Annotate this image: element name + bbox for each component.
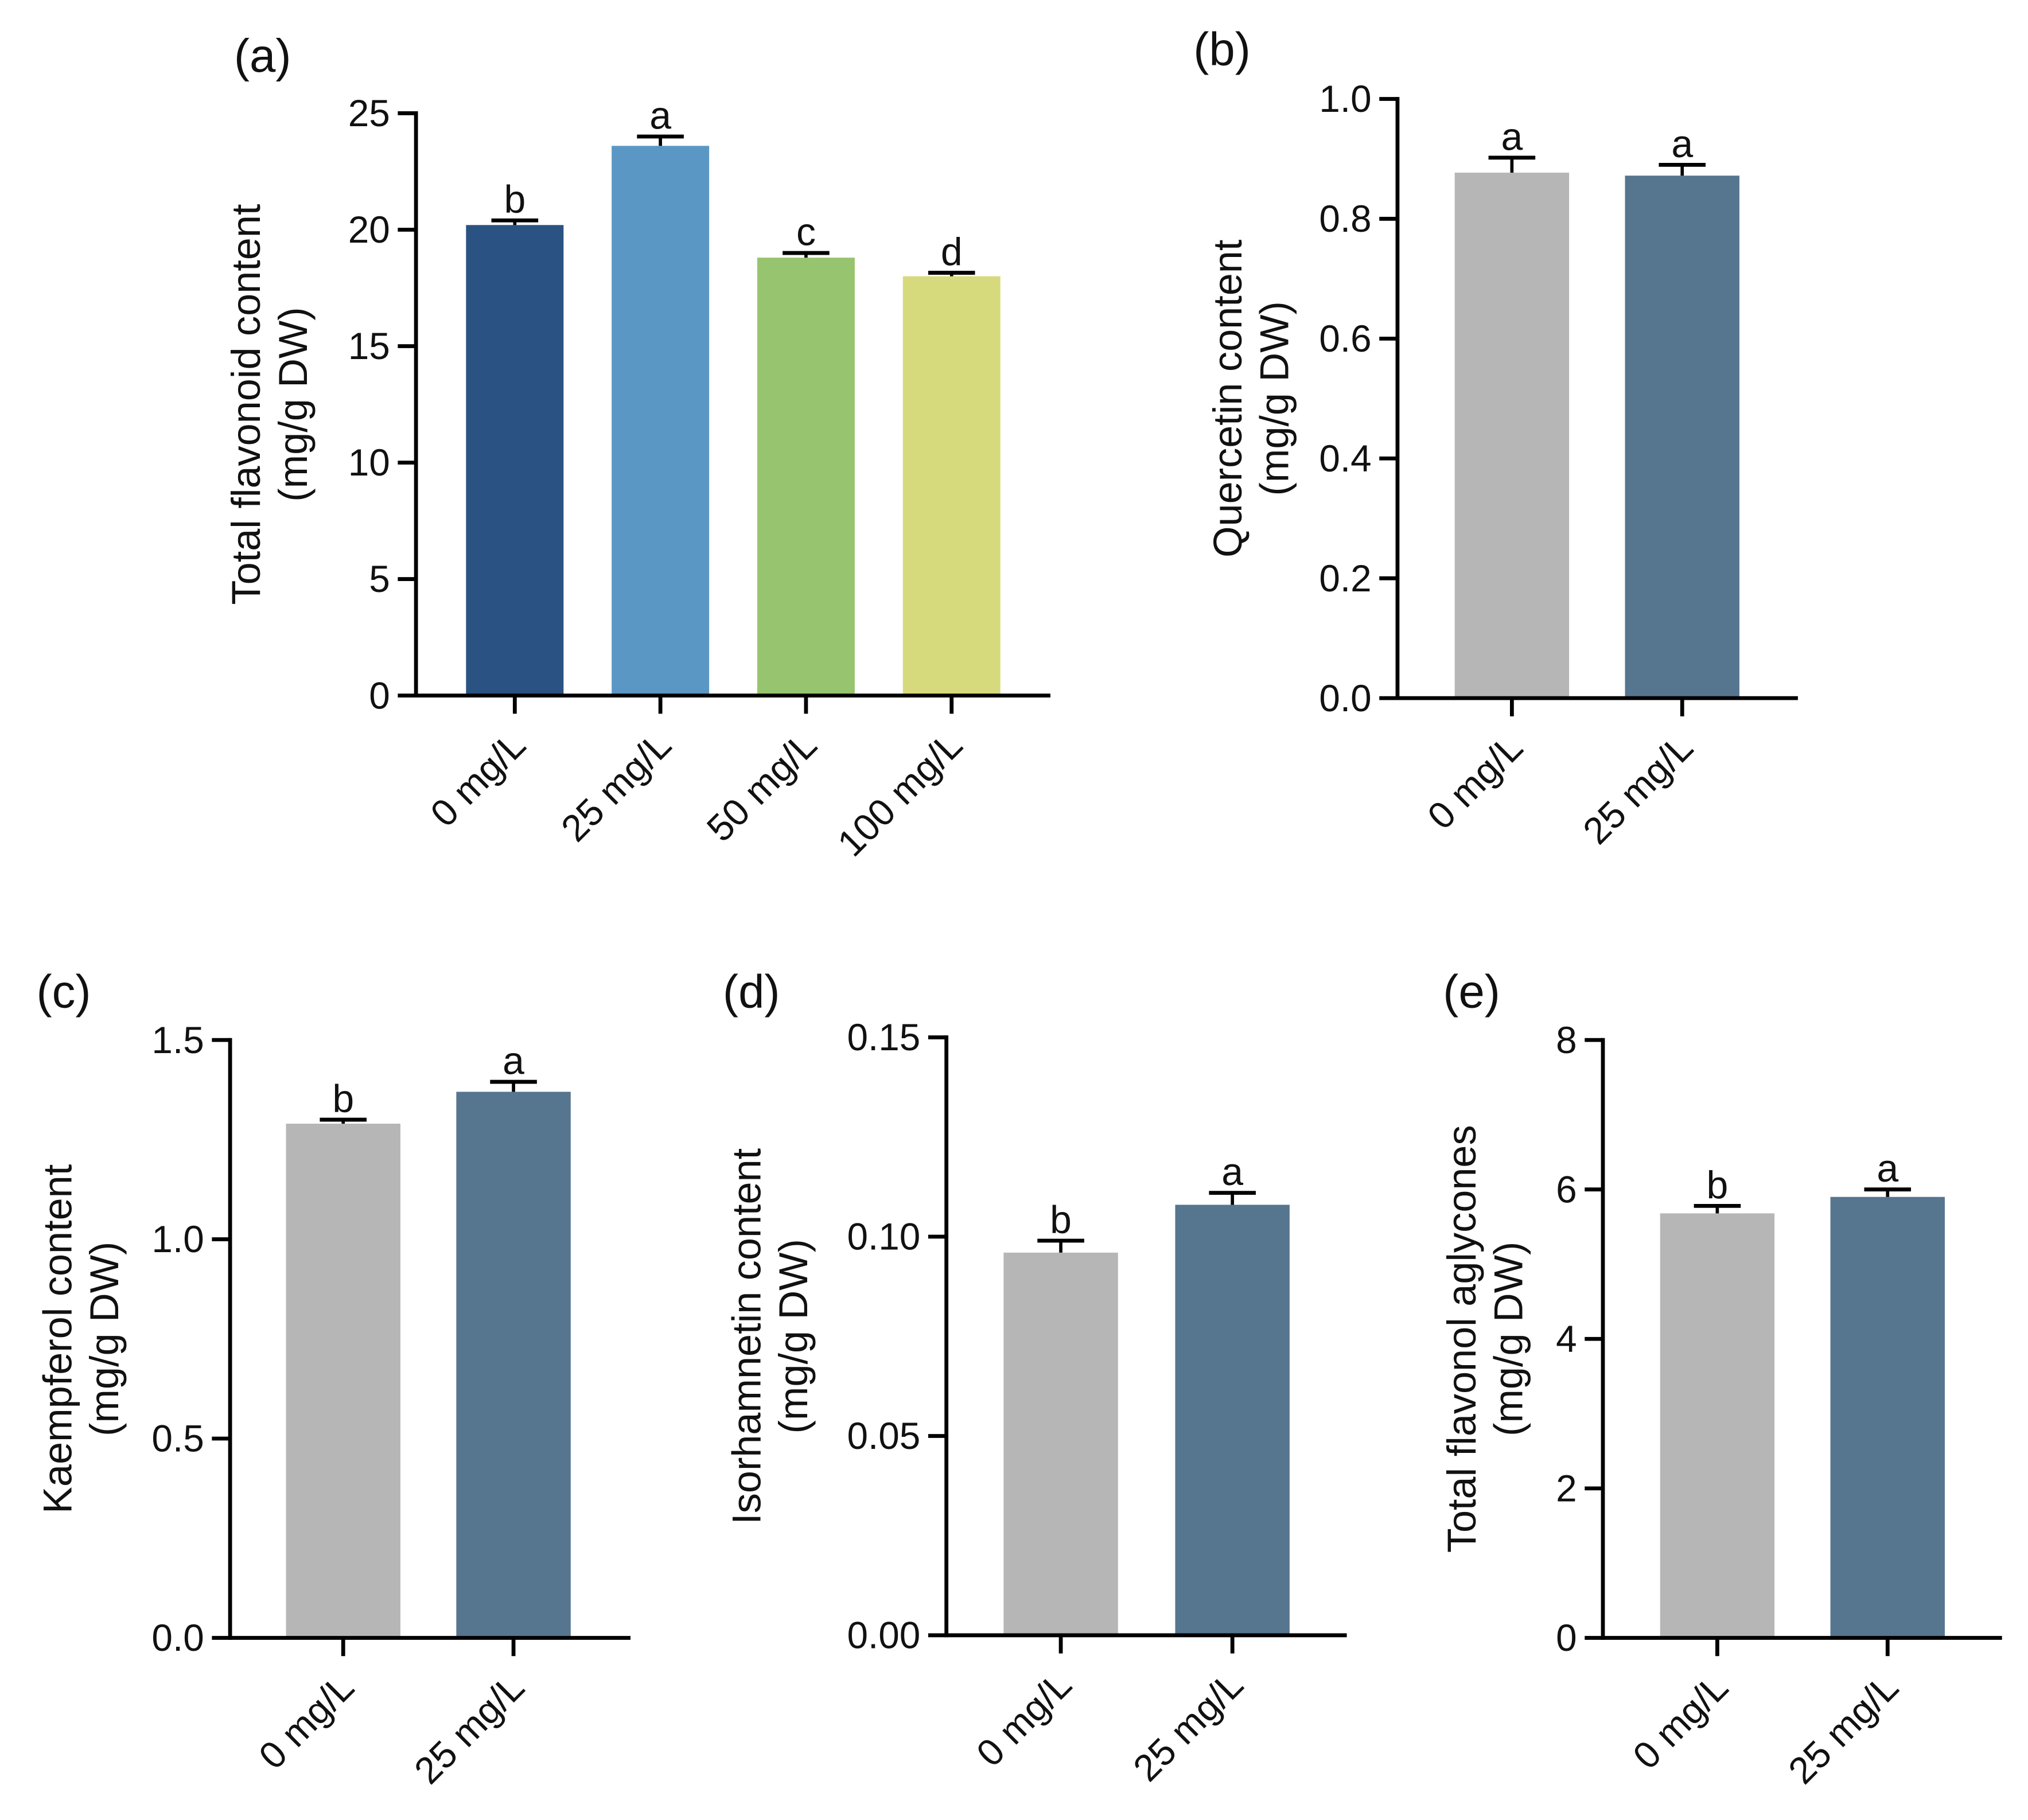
y-tick-label: 0.5 (151, 1418, 204, 1460)
y-axis-label-line: Isorhamnetin content (724, 1148, 769, 1525)
y-axis-label-line: Total flavonoid content (223, 204, 268, 605)
significance-letter: a (1221, 1150, 1243, 1194)
y-tick-label: 0.4 (1319, 438, 1371, 480)
bar (456, 1092, 571, 1638)
x-tick-label: 0 mg/L (422, 724, 534, 835)
y-tick-label: 6 (1556, 1168, 1577, 1210)
x-tick-label: 25 mg/L (1780, 1666, 1906, 1791)
y-tick-label: 1.0 (151, 1218, 204, 1260)
y-tick-label: 5 (369, 558, 390, 600)
bar (1830, 1197, 1945, 1638)
chart-panel-c: (c) b 0 mg/L a 25 mg/L 0.0 0.5 1.0 1.5 Kaempferol… (35, 965, 631, 1792)
x-tick-label: 0 mg/L (251, 1666, 362, 1777)
y-tick-label: 0.0 (151, 1617, 204, 1659)
panel-label: (a) (234, 30, 291, 82)
y-tick-label: 4 (1556, 1318, 1577, 1360)
y-axis-label-line: (mg/g DW) (770, 1239, 816, 1433)
y-axis-label: Total flavonol aglycones(mg/g DW) (1439, 1125, 1531, 1553)
panel-label: (c) (36, 965, 91, 1018)
y-axis-label: Quercetin content(mg/g DW) (1205, 240, 1297, 558)
y-tick-label: 8 (1556, 1019, 1577, 1061)
y-axis-label-line: (mg/g DW) (270, 307, 316, 501)
bar (1454, 172, 1570, 699)
y-axis-label-line: (mg/g DW) (1486, 1242, 1531, 1436)
y-axis-label-line: Quercetin content (1205, 240, 1250, 558)
x-tick-label: 50 mg/L (699, 724, 824, 849)
bar (1625, 176, 1739, 699)
y-tick-label: 0.6 (1319, 318, 1371, 360)
y-tick-label: 0.05 (847, 1415, 920, 1457)
bar (612, 146, 710, 696)
y-axis-label-line: Total flavonol aglycones (1439, 1125, 1484, 1553)
y-tick-label: 20 (348, 209, 390, 251)
bar (466, 225, 564, 696)
y-tick-label: 10 (348, 442, 390, 484)
significance-letter: a (1501, 115, 1523, 158)
y-axis-label-line: (mg/g DW) (1252, 301, 1297, 496)
significance-letter: c (796, 210, 816, 254)
y-axis-label: Total flavonoid content(mg/g DW) (223, 204, 316, 605)
y-axis-label-line: (mg/g DW) (81, 1242, 127, 1436)
x-tick-label: 25 mg/L (406, 1666, 532, 1791)
significance-letter: b (504, 178, 526, 221)
x-tick-label: 25 mg/L (1125, 1663, 1251, 1789)
bar (902, 276, 1001, 696)
bar (1003, 1252, 1118, 1635)
bar (1660, 1213, 1775, 1638)
chart-panel-a: (a) b 0 mg/L a 25 mg/L c 50 mg/L d 100 mg/L 0 5 10 1… (223, 30, 1050, 864)
significance-letter: a (1671, 122, 1693, 166)
y-tick-label: 0.00 (847, 1615, 920, 1657)
significance-letter: b (1707, 1163, 1729, 1207)
bar (757, 258, 855, 696)
significance-letter: b (332, 1077, 354, 1120)
panel-label: (b) (1193, 24, 1251, 76)
y-tick-label: 25 (348, 92, 390, 134)
x-tick-label: 0 mg/L (1419, 726, 1531, 837)
x-tick-label: 0 mg/L (968, 1663, 1080, 1775)
chart-panel-e: (e) b 0 mg/L a 25 mg/L 0 2 4 6 8 Total flavonol ag… (1439, 965, 2002, 1792)
y-tick-label: 15 (348, 325, 390, 367)
x-tick-label: 25 mg/L (553, 724, 679, 849)
y-tick-label: 0 (1556, 1617, 1577, 1659)
y-tick-label: 0.10 (847, 1216, 920, 1258)
bar (286, 1124, 400, 1638)
x-tick-label: 25 mg/L (1575, 726, 1700, 852)
y-tick-label: 0 (369, 675, 390, 716)
chart-panel-b: (b) a 0 mg/L a 25 mg/L 0.0 0.2 0.4 0.6 0.8 1.0 Quer… (1193, 24, 1798, 852)
x-tick-label: 100 mg/L (830, 724, 970, 864)
panel-label: (d) (723, 965, 780, 1018)
significance-letter: b (1050, 1198, 1072, 1241)
x-tick-label: 0 mg/L (1625, 1666, 1736, 1777)
y-axis-label: Kaempferol content(mg/g DW) (35, 1164, 127, 1514)
y-axis-label: Isorhamnetin content(mg/g DW) (724, 1148, 816, 1525)
chart-panel-d: (d) b 0 mg/L a 25 mg/L 0.00 0.05 0.10 0.15 Isorha… (723, 965, 1347, 1789)
y-tick-label: 2 (1556, 1468, 1577, 1510)
bar (1175, 1205, 1290, 1635)
significance-letter: a (649, 93, 671, 137)
y-tick-label: 0.15 (847, 1016, 920, 1058)
significance-letter: d (941, 230, 963, 274)
y-tick-label: 1.0 (1319, 78, 1371, 120)
panel-label: (e) (1443, 965, 1500, 1018)
y-axis-label-line: Kaempferol content (35, 1164, 80, 1514)
y-tick-label: 0.2 (1319, 558, 1371, 599)
y-tick-label: 1.5 (151, 1019, 204, 1061)
y-tick-label: 0.8 (1319, 198, 1371, 240)
y-tick-label: 0.0 (1319, 677, 1371, 719)
significance-letter: a (503, 1039, 524, 1082)
significance-letter: a (1877, 1147, 1898, 1190)
